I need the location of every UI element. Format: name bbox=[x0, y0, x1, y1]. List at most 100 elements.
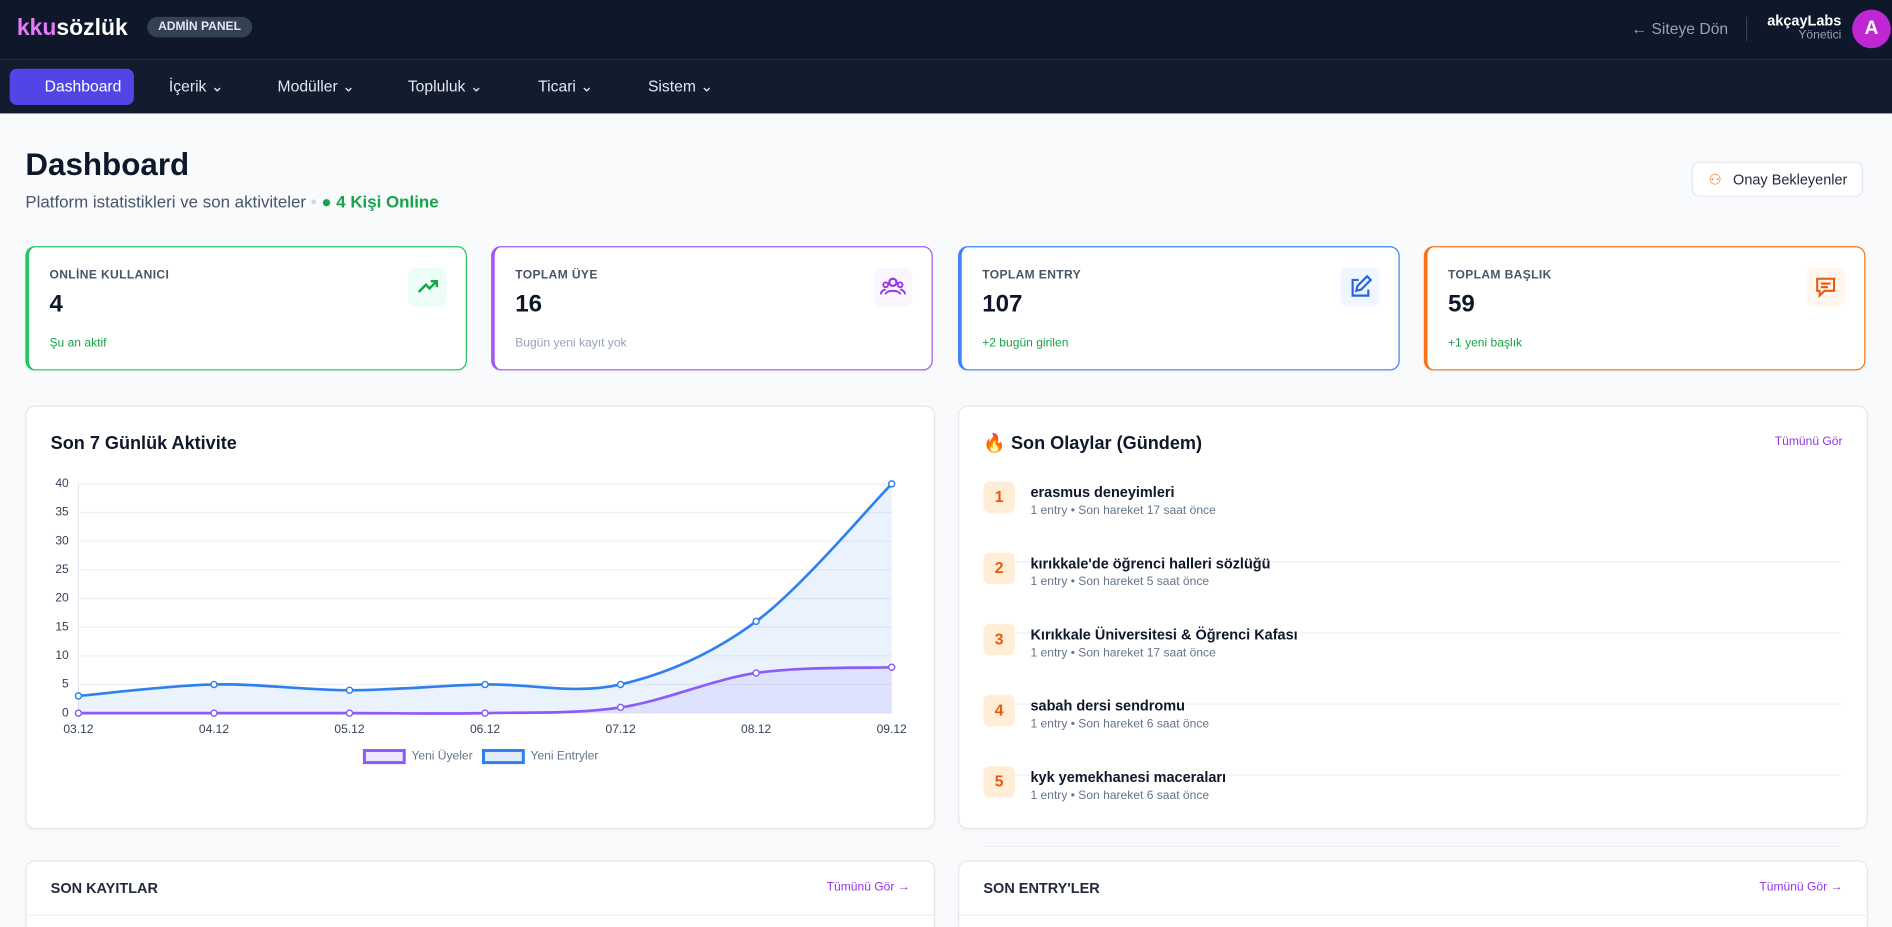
event-item[interactable]: 3 Kırıkkale Üniversitesi & Öğrenci Kafas… bbox=[983, 623, 1842, 705]
stat-card: TOPLAM ENTRY 107 +2 bugün girilen bbox=[958, 246, 1400, 371]
events-title: 🔥 Son Olaylar (Gündem) bbox=[983, 433, 1203, 454]
event-rank: 4 bbox=[983, 695, 1015, 727]
user-role: Yönetici bbox=[1798, 28, 1842, 43]
stat-card: TOPLAM ÜYE 16 Bugün yeni kayıt yok bbox=[491, 246, 933, 371]
event-rank: 3 bbox=[983, 623, 1015, 656]
stat-icon bbox=[407, 267, 447, 307]
stat-label: ONLİNE KULLANICI bbox=[49, 269, 170, 283]
data-point bbox=[887, 480, 896, 488]
avatar[interactable]: A bbox=[1852, 9, 1891, 49]
y-tick-label: 25 bbox=[55, 562, 69, 576]
y-tick-label: 10 bbox=[55, 648, 69, 662]
nav-text: Sistem bbox=[647, 77, 696, 96]
legend-swatch bbox=[481, 749, 525, 765]
data-point bbox=[345, 686, 354, 694]
divider bbox=[959, 914, 1867, 916]
legend-label: Yeni Üyeler bbox=[411, 749, 472, 763]
divider bbox=[26, 914, 934, 916]
y-tick-label: 30 bbox=[55, 533, 69, 547]
nav-text: Ticari bbox=[538, 77, 576, 96]
stat-value: 107 bbox=[982, 290, 1023, 318]
logo-b: sözlük bbox=[56, 15, 128, 42]
logo[interactable]: kkusözlük bbox=[17, 16, 128, 43]
y-tick-label: 5 bbox=[62, 677, 69, 691]
nav-text: Modüller bbox=[277, 77, 338, 96]
events-card: 🔥 Son Olaylar (Gündem) Tümünü Gör 1 eras… bbox=[958, 405, 1868, 848]
event-title: sabah dersi sendromu bbox=[1030, 697, 1185, 715]
stat-icon bbox=[1806, 267, 1845, 307]
event-item[interactable]: 5 kyk yemekhanesi maceraları 1 entry • S… bbox=[983, 766, 1842, 848]
nav-item[interactable]: Dashboard bbox=[9, 68, 134, 105]
event-rank: 2 bbox=[983, 552, 1015, 585]
x-tick-label: 04.12 bbox=[199, 722, 229, 736]
admin-badge: ADMİN PANEL bbox=[147, 16, 252, 38]
x-tick-label: 03.12 bbox=[63, 722, 93, 736]
data-point bbox=[74, 709, 83, 717]
legend-label: Yeni Entryler bbox=[531, 749, 599, 763]
nav-text: İçerik bbox=[168, 77, 207, 96]
event-item[interactable]: 1 erasmus deneyimleri 1 entry • Son hare… bbox=[983, 481, 1842, 563]
nav-item[interactable]: Topluluk ⌄ bbox=[407, 77, 483, 96]
button-text: Onay Bekleyenler bbox=[1733, 171, 1848, 189]
data-point bbox=[616, 703, 625, 712]
nav-text: Topluluk bbox=[407, 77, 466, 96]
stat-value: 4 bbox=[49, 290, 63, 318]
pending-button[interactable]: ⚇ Onay Bekleyenler bbox=[1691, 161, 1864, 197]
data-point bbox=[616, 680, 625, 689]
nav-bar: Dashboard İçerik ⌄ Modüller ⌄ Topluluk ⌄… bbox=[0, 59, 1892, 114]
data-point bbox=[752, 669, 760, 677]
section-title: SON ENTRY'LER bbox=[983, 879, 1100, 897]
section-title: SON KAYITLAR bbox=[50, 879, 158, 897]
event-rank: 5 bbox=[983, 766, 1015, 798]
section-link[interactable]: Tümünü Gör → bbox=[1759, 880, 1843, 895]
chart: Son 7 Günlük Aktivite 0 5 10 15 20 25 30 35 40 03… bbox=[51, 433, 907, 765]
event-title: Kırıkkale Üniversitesi & Öğrenci Kafası bbox=[1030, 626, 1298, 644]
y-tick-label: 40 bbox=[55, 476, 69, 490]
online-count: 4 Kişi Online bbox=[336, 191, 439, 212]
data-point bbox=[210, 709, 218, 717]
chart-title: Son 7 Günlük Aktivite bbox=[51, 433, 237, 453]
event-title: kırıkkale'de öğrenci halleri sözlüğü bbox=[1030, 555, 1271, 572]
subtitle-text: Platform istatistikleri ve son aktivitel… bbox=[25, 191, 307, 212]
y-tick-label: 20 bbox=[55, 591, 69, 605]
page-subtitle: Platform istatistikleri ve son aktivitel… bbox=[25, 191, 439, 212]
stat-card: TOPLAM BAŞLIK 59 +1 yeni başlık bbox=[1423, 246, 1866, 371]
data-point bbox=[210, 680, 218, 689]
nav-item[interactable]: Ticari ⌄ bbox=[538, 77, 594, 96]
stat-card: ONLİNE KULLANICI 4 Şu an aktif bbox=[25, 246, 467, 371]
event-meta: 1 entry • Son hareket 17 saat önce bbox=[1030, 504, 1216, 518]
stat-label: TOPLAM ÜYE bbox=[515, 269, 598, 283]
nav-item[interactable]: Modüller ⌄ bbox=[277, 77, 356, 96]
event-rank: 1 bbox=[983, 481, 1015, 513]
page-title: Dashboard bbox=[25, 146, 190, 183]
header: kkusözlük ADMİN PANEL ← Siteye Dön akçay… bbox=[0, 0, 1892, 60]
x-tick-label: 05.12 bbox=[334, 722, 364, 736]
back-link[interactable]: ← Siteye Dön bbox=[1631, 19, 1729, 38]
data-point bbox=[887, 663, 896, 672]
stat-note: +2 bugün girilen bbox=[982, 336, 1069, 350]
data-point bbox=[481, 680, 489, 689]
data-point bbox=[752, 617, 760, 626]
x-tick-label: 08.12 bbox=[741, 722, 771, 736]
section-card: SON KAYITLAR Tümünü Gör → bbox=[25, 860, 936, 927]
section-card: SON ENTRY'LER Tümünü Gör → bbox=[958, 860, 1868, 927]
event-item[interactable]: 4 sabah dersi sendromu 1 entry • Son har… bbox=[983, 695, 1842, 776]
stat-note: Şu an aktif bbox=[49, 336, 107, 350]
section-link[interactable]: Tümünü Gör → bbox=[826, 880, 910, 895]
back-text: Siteye Dön bbox=[1651, 19, 1729, 38]
event-meta: 1 entry • Son hareket 6 saat önce bbox=[1030, 717, 1210, 732]
stat-label: TOPLAM ENTRY bbox=[982, 269, 1082, 283]
stat-note: Bugün yeni kayıt yok bbox=[515, 336, 627, 350]
nav-item[interactable]: İçerik ⌄ bbox=[168, 77, 224, 96]
events-link[interactable]: Tümünü Gör bbox=[1774, 435, 1843, 449]
area-fill bbox=[78, 667, 892, 714]
event-item[interactable]: 2 kırıkkale'de öğrenci halleri sözlüğü 1… bbox=[983, 552, 1842, 634]
legend-swatch bbox=[362, 749, 406, 765]
event-meta: 1 entry • Son hareket 6 saat önce bbox=[1030, 789, 1210, 803]
area-fill bbox=[78, 483, 892, 714]
nav-item[interactable]: Sistem ⌄ bbox=[647, 77, 714, 96]
stat-icon bbox=[1340, 267, 1380, 307]
data-point bbox=[74, 692, 83, 700]
user[interactable]: akçayLabs Yönetici bbox=[1767, 12, 1841, 42]
